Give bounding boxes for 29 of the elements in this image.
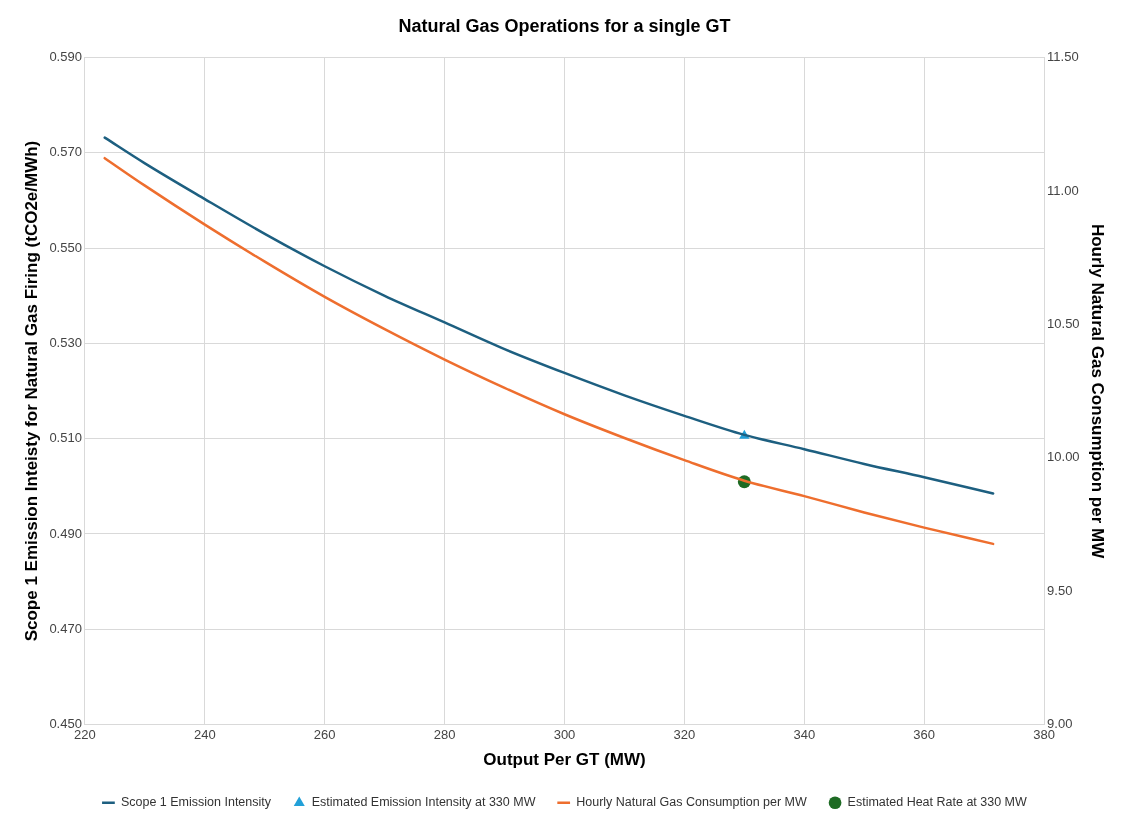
y2-tick-label: 9.50 (1047, 582, 1073, 598)
legend-label: Hourly Natural Gas Consumption per MW (576, 795, 808, 810)
x-tick-label: 240 (193, 726, 216, 742)
x-tick-label: 280 (433, 726, 456, 742)
y2-tick-label: 11.00 (1047, 182, 1079, 198)
x-axis-title: Output Per GT (MW) (483, 749, 646, 769)
y-tick-label: 0.570 (49, 144, 82, 160)
x-tick-label: 360 (913, 726, 936, 742)
y-tick-label: 0.590 (49, 49, 82, 65)
chart-title: Natural Gas Operations for a single GT (398, 15, 731, 36)
y2-tick-label: 11.50 (1047, 49, 1079, 65)
y2-axis-title: Hourly Natural Gas Consumption per MW (1088, 223, 1108, 560)
x-tick-label: 300 (553, 726, 576, 742)
line-series (103, 136, 995, 495)
y-tick-label: 0.550 (49, 239, 82, 255)
y-tick-label: 0.490 (49, 525, 82, 541)
legend-label: Estimated Emission Intensity at 330 MW (311, 795, 536, 810)
x-tick-label: 320 (673, 726, 696, 742)
x-tick-label: 340 (793, 726, 816, 742)
y2-tick-label: 10.00 (1047, 449, 1080, 465)
y-tick-label: 0.470 (49, 620, 82, 636)
legend-label: Estimated Heat Rate at 330 MW (847, 795, 1028, 810)
line-series (103, 156, 995, 546)
y-tick-label: 0.510 (49, 430, 82, 446)
legend-label: Scope 1 Emission Intensity (120, 795, 272, 810)
x-tick-label: 260 (313, 726, 336, 742)
y2-tick-label: 10.50 (1047, 315, 1080, 331)
y-tick-label: 0.530 (49, 334, 82, 350)
y-axis-title: Scope 1 Emission Inteisty for Natural Gas Firing (tCO2e/MWh) (21, 140, 41, 642)
